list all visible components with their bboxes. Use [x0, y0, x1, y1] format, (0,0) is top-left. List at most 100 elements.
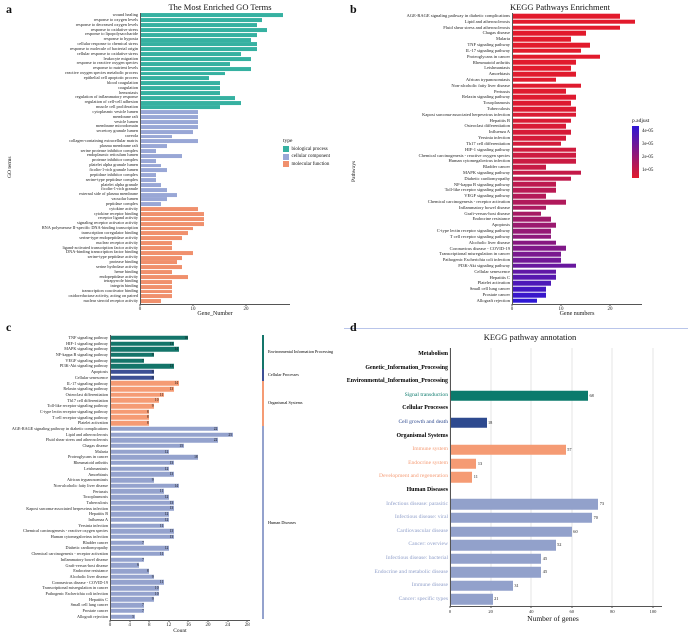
pathway-row: Hepatitis C 9 — [6, 596, 264, 603]
bar-label: Malaria — [6, 449, 110, 455]
pathway-row: Graft-versus-host disease — [352, 211, 684, 217]
bar-track — [512, 71, 684, 77]
bar-track: 12 — [110, 517, 260, 523]
bar-label-text: receptor ligand activity — [98, 215, 138, 221]
axis-tick-mark — [207, 620, 209, 622]
bar-label-text: reactive oxygen species metabolic proces… — [65, 70, 138, 76]
bar-label: Graft-versus-host disease — [6, 563, 110, 569]
bar: 10 — [110, 398, 159, 403]
gridline — [571, 348, 573, 606]
bar: 7 — [110, 540, 145, 545]
bar-label: blood coagulation — [10, 80, 140, 86]
go-term-row: blood coagulation — [10, 80, 340, 86]
bar-label: Infectious disease: viral — [350, 511, 450, 525]
go-term-row: response to oxygen levels — [10, 17, 340, 23]
bar-label-text: Coronavirus disease - COVID-19 — [449, 245, 510, 251]
category-strip — [262, 539, 264, 546]
category-strip — [262, 431, 264, 438]
bar-label-text: response to molecule of bacterial origin — [69, 45, 138, 51]
category-strip — [262, 443, 264, 449]
bar-value: 16 — [184, 335, 188, 340]
bar-label-text: African trypanosomiasis — [465, 76, 510, 82]
pathway-row: Allograft rejection 5 — [6, 613, 264, 620]
bar-track: 7 — [110, 540, 260, 546]
bar — [450, 580, 513, 592]
bar — [140, 66, 252, 71]
category-strip — [262, 460, 264, 466]
bar-label-text: Cellular Processes — [402, 405, 448, 412]
bar — [140, 245, 172, 250]
bar — [512, 19, 635, 25]
axis-tick-mark — [129, 620, 131, 622]
bar-track — [512, 263, 684, 269]
category-strip — [262, 477, 264, 483]
bar — [512, 275, 557, 280]
bar-label: Chagas disease — [352, 30, 512, 36]
go-term-row: ficolin-1-rich granule lumen — [10, 167, 340, 173]
bar-label: Fluid shear stress and atherosclerosis — [352, 25, 512, 31]
category-strip — [262, 426, 264, 432]
bar-label: reactive oxygen species metabolic proces… — [10, 70, 140, 76]
panel-c-x-axis-line — [110, 620, 250, 621]
bar-label: T cell receptor signaling pathway — [352, 234, 512, 240]
gridline — [490, 348, 492, 606]
bar-track — [140, 275, 340, 280]
bar: 12 — [110, 449, 169, 454]
bar — [512, 42, 591, 48]
bar-value: 18 — [488, 419, 493, 425]
bar — [140, 32, 257, 37]
go-term-row: protease binding — [10, 259, 340, 265]
category-strip — [262, 374, 264, 381]
bar-label-text: Environmental_Information_Processing — [346, 378, 448, 385]
bar: 8 — [110, 409, 150, 415]
bar-label: Cellular senescence — [6, 375, 110, 381]
bar-label: external side of plasma membrane — [10, 191, 140, 197]
bar-label: endopeptidase activity — [10, 274, 140, 280]
bar: 13 — [110, 500, 174, 506]
pathway-row: Bladder cancer 7 — [6, 539, 264, 546]
axis-tick-mark — [560, 304, 562, 306]
bar-label: AGE-RAGE signaling pathway in diabetic c… — [352, 13, 512, 19]
bar-value: 68 — [589, 392, 594, 398]
bar-label-text: caveola — [124, 133, 138, 139]
panel-d-x-axis-label: Number of genes — [527, 614, 579, 623]
bar — [140, 187, 167, 192]
axis-tick-label: 8 — [147, 622, 151, 628]
bar — [512, 118, 571, 123]
bar — [512, 65, 571, 71]
bar-value: 9 — [151, 375, 154, 380]
bar — [512, 36, 571, 42]
bar-label-text: Immune disease — [411, 582, 448, 589]
bar-label-text: wound healing — [112, 12, 138, 17]
bar-track: 45 — [450, 552, 666, 566]
pathway-row: Yersinia infection — [352, 135, 684, 141]
bar: 9 — [110, 597, 155, 602]
bar — [512, 170, 581, 176]
bar-label-text: cellular response to oxidative stress — [76, 50, 138, 56]
gridline — [652, 348, 654, 606]
bar-track — [140, 192, 340, 197]
go-term-row: cytokine activity — [10, 206, 340, 212]
bar — [512, 106, 576, 112]
bar-label-text: ligand-activated transcription factor ac… — [62, 244, 138, 250]
bar-track — [512, 176, 684, 182]
bar-label-text: vesicle lumen — [114, 118, 138, 124]
bar-label-text: AGE-RAGE signaling pathway in diabetic c… — [11, 426, 108, 431]
bar-track — [140, 202, 340, 207]
pathway-row: Chemical carcinogenesis - reactive oxyge… — [6, 528, 264, 535]
bar-value: 60 — [573, 528, 578, 534]
go-term-row: signaling receptor activator activity — [10, 220, 340, 226]
bar — [140, 279, 172, 284]
pathway-row: Coronavirus disease - COVID-19 — [352, 246, 684, 252]
bar-value: 13 — [169, 506, 174, 511]
bar-label-text: Proteoglycans in cancer — [68, 454, 108, 460]
go-term-row: heme binding — [10, 269, 340, 275]
bar-label-text: vacuolar lumen — [111, 196, 138, 202]
bar: 12 — [110, 517, 169, 523]
pathway-row: Proteoglycans in cancer — [352, 54, 684, 60]
bar-label: serine hydrolase activity — [10, 264, 140, 270]
bar-track — [512, 65, 684, 71]
bar — [140, 61, 231, 66]
pathway-row: Allograft rejection — [352, 298, 684, 304]
pathway-row: Chemical carcinogenesis - reactive oxyge… — [352, 153, 684, 159]
